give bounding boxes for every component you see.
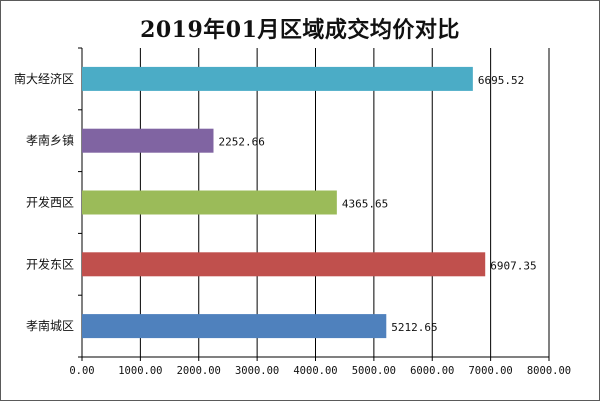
data-label: 6907.35 (490, 259, 536, 272)
bar (82, 128, 214, 153)
data-label: 5212.65 (391, 321, 437, 334)
bar (82, 252, 486, 277)
bar (82, 66, 473, 91)
x-tick-label: 6000.00 (410, 365, 454, 377)
category-label: 南大经济区 (14, 71, 74, 86)
x-tick-label: 7000.00 (468, 365, 512, 377)
x-tick-label: 0.00 (69, 365, 94, 377)
data-label: 4365.65 (342, 198, 388, 211)
x-tick-label: 1000.00 (118, 365, 162, 377)
category-label: 孝南城区 (26, 318, 74, 333)
bar (82, 190, 337, 215)
data-label: 2252.66 (218, 136, 264, 149)
x-tick-label: 2000.00 (177, 365, 221, 377)
category-label: 开发西区 (26, 195, 74, 210)
x-tick-label: 5000.00 (352, 365, 396, 377)
category-label: 孝南乡镇 (26, 133, 74, 148)
category-label: 开发东区 (26, 256, 74, 271)
bar (82, 314, 387, 339)
x-tick-label: 4000.00 (293, 365, 337, 377)
chart-title: 2019年01月区域成交均价对比 (140, 17, 460, 43)
x-tick-label: 3000.00 (235, 365, 279, 377)
x-tick-label: 8000.00 (527, 365, 571, 377)
data-label: 6695.52 (478, 74, 524, 87)
